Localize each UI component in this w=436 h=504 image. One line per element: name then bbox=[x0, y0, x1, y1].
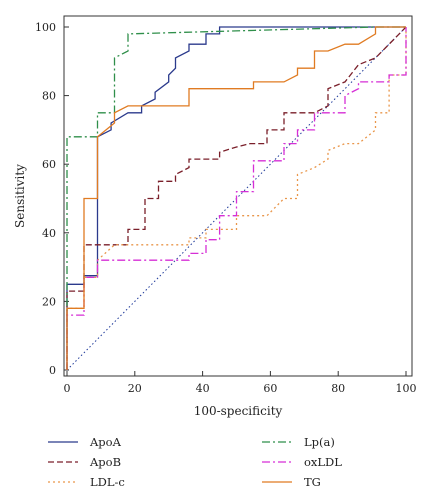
x-tick-label: 60 bbox=[263, 382, 277, 395]
y-tick-label: 20 bbox=[42, 295, 56, 308]
x-tick-label: 100 bbox=[396, 382, 417, 395]
plot-frame bbox=[63, 15, 413, 377]
series-line-oxldl bbox=[66, 27, 407, 370]
x-tick-label: 0 bbox=[64, 382, 71, 395]
legend-label-apob: ApoB bbox=[89, 455, 121, 469]
x-tick-label: 20 bbox=[128, 382, 142, 395]
y-tick-label: 100 bbox=[35, 21, 56, 34]
y-axis-title: Sensitivity bbox=[13, 164, 27, 228]
legend-label-apoa: ApoA bbox=[89, 435, 122, 449]
legend: ApoA ApoB LDL-c Lp(a) oxLDL TG bbox=[48, 435, 342, 489]
legend-label-tg: TG bbox=[304, 475, 321, 489]
series-line-apob bbox=[66, 26, 407, 370]
series-line-tg bbox=[66, 26, 406, 370]
legend-label-ldl-c: LDL-c bbox=[90, 475, 125, 489]
tick-labels: 0 20 40 60 80 100 0 20 40 60 80 100 bbox=[35, 21, 417, 395]
x-axis-title: 100-specificity bbox=[194, 404, 283, 418]
y-tick-label: 80 bbox=[42, 90, 56, 103]
y-tick-label: 40 bbox=[42, 227, 56, 240]
legend-label-lp-a: Lp(a) bbox=[304, 435, 335, 449]
x-tick-label: 40 bbox=[196, 382, 210, 395]
y-tick-label: 0 bbox=[49, 364, 56, 377]
tick-marks bbox=[64, 26, 407, 376]
legend-label-oxldl: oxLDL bbox=[304, 455, 342, 469]
y-tick-label: 60 bbox=[42, 158, 56, 171]
series-line-lp-a bbox=[66, 26, 406, 370]
roc-curves bbox=[66, 26, 407, 370]
x-tick-label: 80 bbox=[331, 382, 345, 395]
